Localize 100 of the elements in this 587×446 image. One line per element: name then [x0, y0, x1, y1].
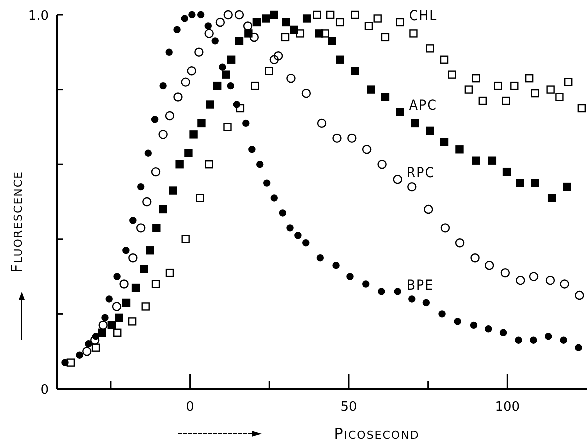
point: [120, 280, 129, 289]
point: [112, 302, 122, 312]
point: [169, 186, 178, 195]
point: [152, 280, 160, 288]
point: [502, 168, 512, 176]
point: [198, 119, 206, 128]
point: [455, 238, 465, 248]
point: [85, 340, 92, 348]
point: [410, 30, 418, 38]
point: [166, 268, 174, 278]
point: [440, 138, 449, 146]
point: [138, 183, 145, 191]
point: [115, 314, 124, 322]
point: [510, 82, 519, 90]
point: [326, 10, 335, 20]
point: [485, 326, 492, 333]
point: [500, 268, 510, 278]
series-label: BPE: [406, 278, 434, 294]
point: [152, 224, 161, 232]
point: [478, 96, 488, 106]
point: [408, 182, 417, 192]
point: [516, 276, 526, 286]
point: [317, 118, 327, 128]
point: [76, 352, 84, 359]
point: [128, 318, 137, 326]
point: [316, 254, 324, 262]
point: [174, 92, 183, 102]
point: [470, 254, 480, 263]
point: [165, 111, 175, 121]
point: [144, 150, 152, 157]
point: [182, 235, 190, 244]
point: [302, 88, 312, 98]
point: [140, 265, 148, 274]
point: [181, 15, 188, 22]
point: [90, 336, 100, 345]
point: [560, 336, 568, 344]
point: [440, 224, 450, 233]
point: [378, 288, 386, 296]
point: [204, 22, 212, 30]
point: [159, 205, 168, 214]
point: [336, 18, 344, 27]
point: [242, 120, 250, 128]
point: [364, 22, 374, 30]
point: [281, 33, 290, 42]
point: [132, 284, 140, 292]
point: [122, 247, 130, 254]
point: [142, 197, 152, 207]
point: [188, 11, 196, 19]
x-axis-title: Picosecond: [334, 425, 420, 443]
point: [546, 276, 556, 286]
point: [563, 182, 572, 192]
point: [531, 179, 540, 188]
point: [560, 280, 570, 289]
point: [176, 160, 184, 169]
point: [393, 174, 402, 184]
point: [196, 194, 204, 202]
point: [216, 18, 226, 28]
point: [82, 347, 92, 356]
point: [219, 64, 226, 71]
point: [142, 302, 150, 311]
point: [122, 298, 131, 308]
point: [348, 134, 357, 144]
point: [234, 10, 244, 20]
point: [448, 70, 456, 79]
x-tick-label: 0: [186, 400, 194, 415]
y-axis-title: Fluorescence: [8, 171, 26, 273]
point: [286, 224, 294, 232]
point: [529, 272, 539, 282]
point: [256, 161, 264, 168]
point: [114, 328, 122, 337]
point: [66, 358, 76, 367]
point: [516, 179, 524, 188]
point: [244, 30, 253, 38]
point: [332, 134, 342, 144]
point: [236, 104, 245, 113]
point: [213, 82, 222, 90]
point: [367, 86, 376, 94]
point: [270, 55, 279, 64]
point: [454, 318, 462, 326]
point: [381, 93, 390, 102]
point: [262, 14, 270, 23]
point: [222, 70, 230, 79]
point: [158, 130, 168, 140]
point: [166, 48, 173, 56]
point: [212, 38, 219, 45]
point: [130, 217, 137, 224]
point: [174, 26, 181, 34]
point: [411, 119, 420, 128]
point: [151, 116, 159, 124]
point: [302, 14, 312, 23]
point: [286, 74, 296, 84]
point: [114, 273, 121, 280]
point: [548, 194, 556, 202]
point: [128, 254, 138, 263]
point: [362, 280, 370, 288]
point: [564, 78, 573, 86]
point: [296, 30, 305, 38]
point: [243, 22, 253, 31]
point: [422, 299, 430, 307]
point: [98, 320, 108, 330]
